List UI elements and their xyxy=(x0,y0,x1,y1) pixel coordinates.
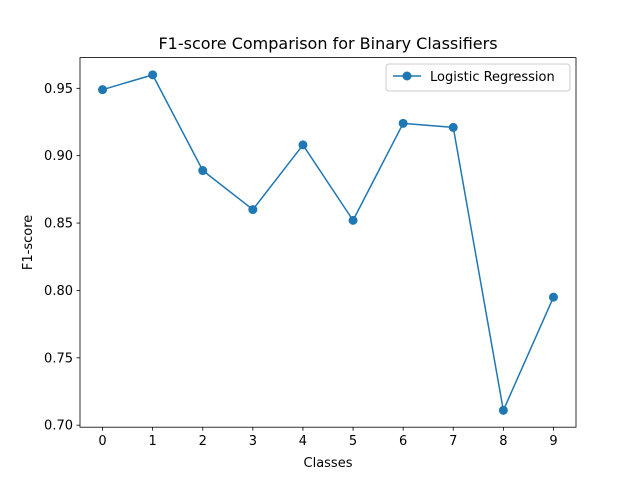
data-point xyxy=(548,292,558,302)
x-tick-label: 1 xyxy=(149,434,157,449)
axis-ticks: 0 1 2 3 4 5 6 7 8 9 0.70 0.75 0.80 0.85 0.90 0.95 xyxy=(44,82,558,449)
y-tick-label: 0.85 xyxy=(44,217,73,232)
y-tick-label: 0.75 xyxy=(44,351,73,366)
legend-box xyxy=(385,63,571,92)
y-tick-label: 0.90 xyxy=(44,149,73,164)
data-point xyxy=(98,85,108,95)
x-tick-label: 5 xyxy=(349,434,357,449)
data-point xyxy=(348,215,358,225)
plot-frame xyxy=(79,57,577,428)
data-point xyxy=(298,140,308,150)
legend-marker-swatch xyxy=(402,71,412,81)
data-point xyxy=(398,118,408,128)
data-point xyxy=(448,122,458,132)
data-point xyxy=(198,166,208,176)
series-layer xyxy=(98,70,558,415)
chart-title: F1-score Comparison for Binary Classifie… xyxy=(158,34,497,53)
y-tick-label: 0.80 xyxy=(44,284,73,299)
data-point xyxy=(498,405,508,415)
y-tick-label: 0.70 xyxy=(44,419,73,434)
x-tick-label: 0 xyxy=(98,434,106,449)
series-line xyxy=(102,74,555,412)
legend-label: Logistic Regression xyxy=(430,70,555,85)
y-axis-label: F1-score xyxy=(21,215,36,270)
x-tick-label: 9 xyxy=(549,434,557,449)
y-tick-label: 0.95 xyxy=(44,82,73,97)
x-tick-label: 3 xyxy=(249,434,257,449)
x-tick-label: 6 xyxy=(399,434,407,449)
x-tick-label: 4 xyxy=(299,434,307,449)
x-tick-label: 7 xyxy=(449,434,457,449)
x-tick-label: 8 xyxy=(499,434,507,449)
data-point xyxy=(148,70,158,80)
legend: Logistic Regression xyxy=(385,63,571,92)
x-tick-label: 2 xyxy=(199,434,207,449)
plot-area xyxy=(80,57,576,428)
data-point xyxy=(248,205,258,215)
x-axis-label: Classes xyxy=(304,456,353,471)
